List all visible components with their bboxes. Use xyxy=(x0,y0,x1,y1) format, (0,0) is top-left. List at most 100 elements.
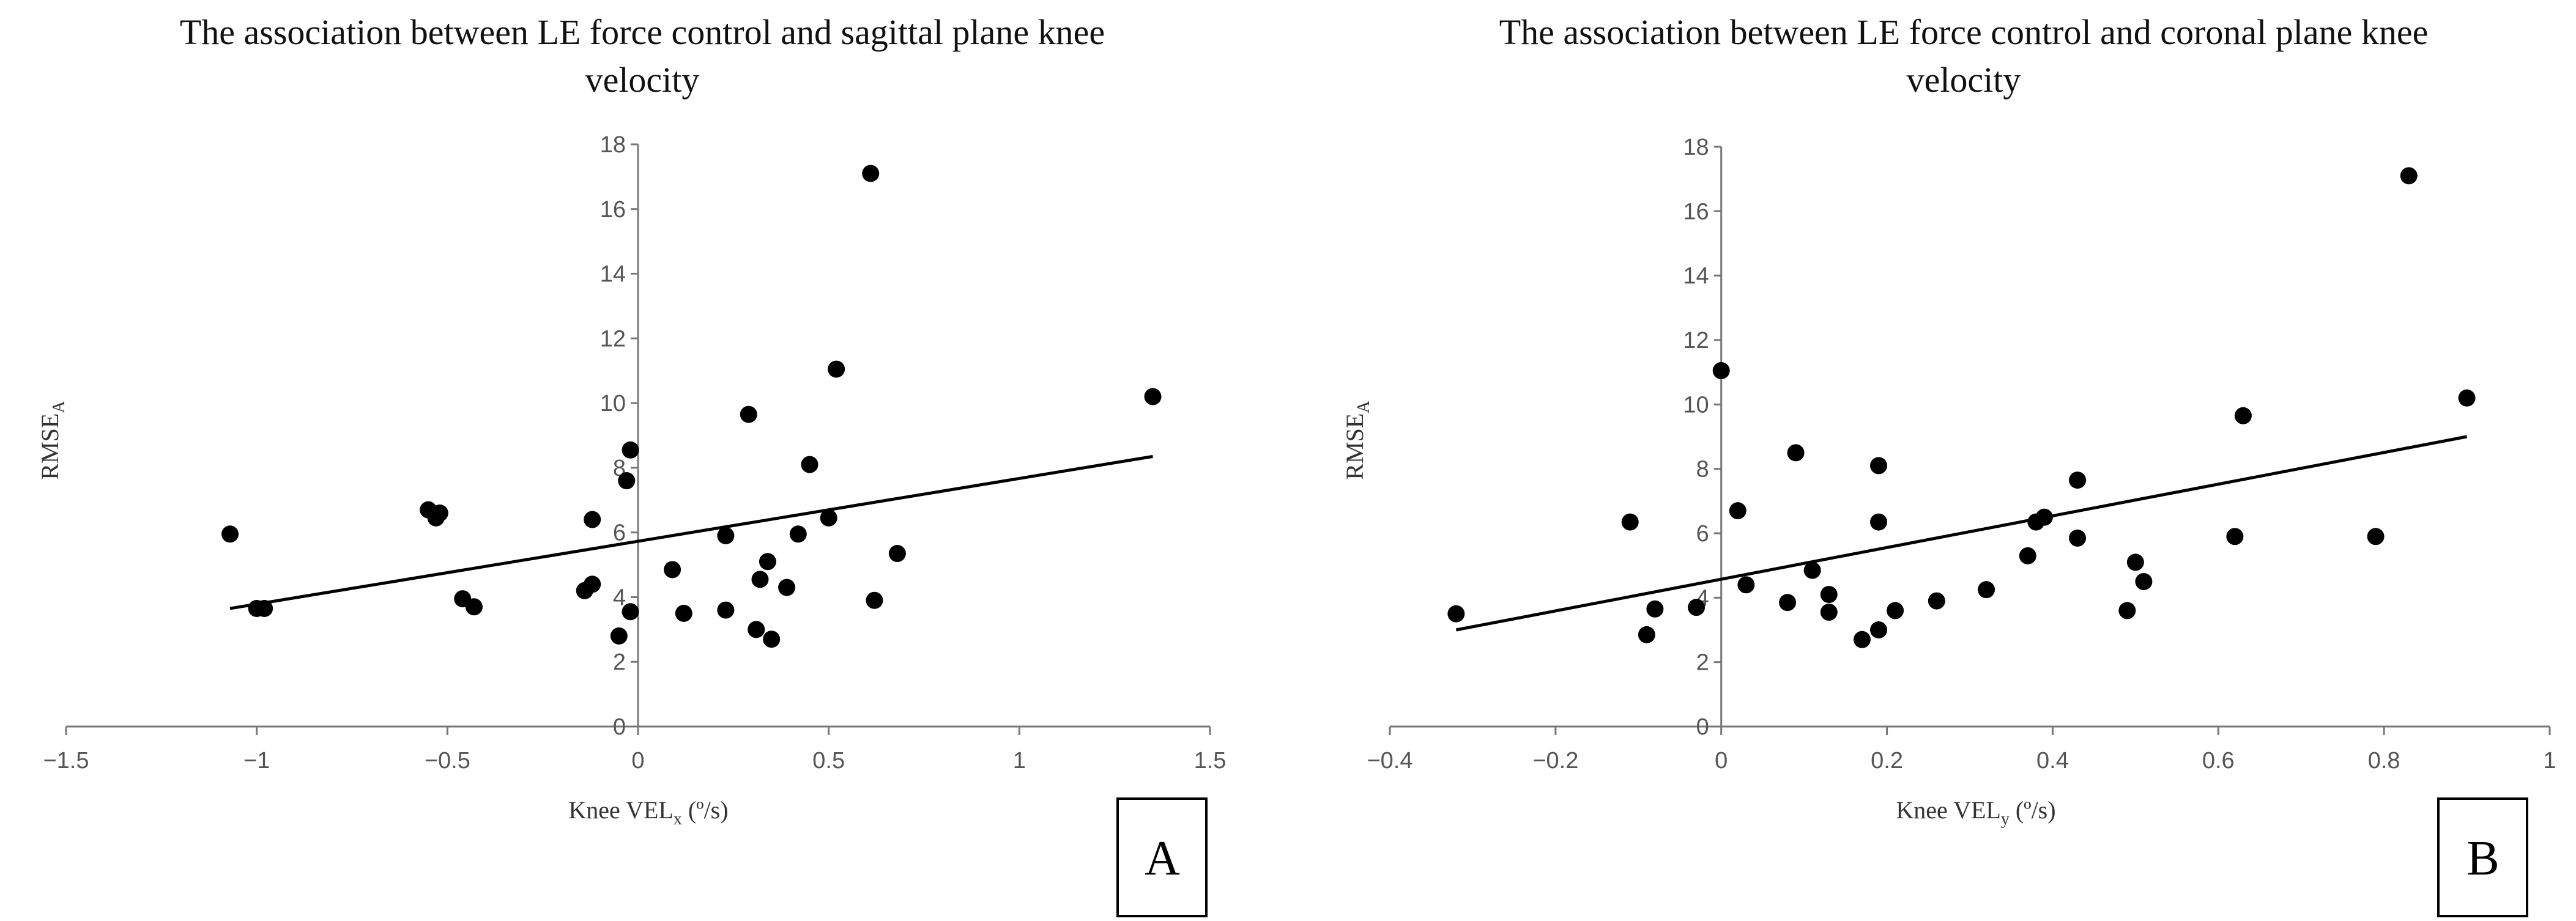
chart-b-data-point xyxy=(1621,513,1639,531)
chart-b-y-tick-label: 8 xyxy=(1696,457,1709,483)
chart-a-y-tick-label: 12 xyxy=(600,326,626,352)
chart-a-x-tick-label: −1 xyxy=(243,748,270,774)
chart-a: The association between LE force control… xyxy=(36,12,1226,917)
chart-a-y-tick-label: 4 xyxy=(613,585,626,610)
chart-a-x-tick-label: −1.5 xyxy=(43,748,89,774)
chart-b-data-point xyxy=(2367,528,2385,546)
chart-a-data-point xyxy=(828,360,845,378)
chart-a-data-point xyxy=(789,525,807,543)
chart-b-title-line-1: The association between LE force control… xyxy=(1499,12,2429,52)
chart-a-data-point xyxy=(584,511,601,528)
chart-a-y-tick-label: 2 xyxy=(613,649,626,675)
chart-b-data-point xyxy=(2069,529,2087,547)
chart-a-x-tick-label: 1.5 xyxy=(1194,748,1227,774)
chart-b-y-tick-label: 6 xyxy=(1696,521,1709,547)
chart-a-y-tick-label: 14 xyxy=(600,262,626,287)
chart-b-title-line-2: velocity xyxy=(1907,60,2021,100)
chart-b-data-point xyxy=(1803,561,1821,579)
chart-b-data-point xyxy=(2069,472,2087,489)
chart-b-data-point xyxy=(1638,626,1655,643)
chart-a-y-tick-label: 0 xyxy=(613,714,626,740)
chart-a-y-tick-label: 16 xyxy=(600,197,626,223)
chart-a-y-tick-label: 10 xyxy=(600,391,626,416)
chart-a-data-point xyxy=(763,631,781,648)
chart-b-x-tick-label: −0.4 xyxy=(1367,748,1412,774)
chart-a-data-point xyxy=(862,165,880,182)
chart-a-panel-label-box xyxy=(1116,797,1208,917)
chart-b-data-point xyxy=(2035,508,2053,526)
chart-b-points xyxy=(1447,167,2476,648)
chart-b-data-point xyxy=(1779,594,1797,612)
chart-b-panel-label: B xyxy=(2467,832,2499,886)
chart-a-data-point xyxy=(748,621,765,638)
chart-b-data-point xyxy=(1928,592,1945,610)
chart-a-data-point xyxy=(622,603,639,621)
chart-a-data-point xyxy=(664,561,681,579)
chart-a-y-tick-label: 6 xyxy=(613,520,626,546)
chart-a-trendline-group xyxy=(229,454,1153,610)
chart-a-data-point xyxy=(759,553,776,571)
chart-b-data-point xyxy=(1870,513,1888,531)
chart-b-data-point xyxy=(2226,528,2244,546)
chart-a-data-point xyxy=(866,591,883,609)
chart-b-y-tick-label: 0 xyxy=(1696,714,1709,740)
chart-a-data-point xyxy=(801,456,818,473)
chart-b: The association between LE force control… xyxy=(1341,12,2556,917)
chart-b-data-point xyxy=(1646,600,1664,618)
chart-b-data-point xyxy=(1820,586,1838,604)
chart-b-data-point xyxy=(1978,581,1995,599)
chart-a-data-point xyxy=(221,525,239,543)
chart-b-x-tick-label: 0.4 xyxy=(2036,748,2069,774)
chart-b-data-point xyxy=(2126,553,2144,571)
chart-b-y-tick-label: 16 xyxy=(1683,199,1709,224)
chart-b-data-point xyxy=(2458,389,2476,407)
chart-b-data-point xyxy=(2118,602,2136,620)
chart-b-panel-label-box xyxy=(2437,797,2528,917)
chart-b-x-tick-label: 0.2 xyxy=(1871,748,1903,774)
chart-b-x-tick-label: 0.6 xyxy=(2202,748,2235,774)
chart-a-y-axis-label: RMSEA xyxy=(36,401,69,480)
chart-b-trendline xyxy=(1455,435,2468,632)
chart-a-data-point xyxy=(717,601,735,619)
chart-b-data-point xyxy=(1737,576,1755,594)
chart-b-data-point xyxy=(1688,599,1706,616)
chart-b-x-tick-label: −0.2 xyxy=(1532,748,1578,774)
chart-b-y-tick-label: 14 xyxy=(1683,264,1709,289)
chart-a-data-point xyxy=(740,405,757,423)
chart-b-data-point xyxy=(1887,602,1904,620)
chart-b-data-point xyxy=(1447,605,1465,623)
chart-a-data-point xyxy=(751,571,769,588)
chart-a-data-point xyxy=(622,441,639,459)
chart-b-data-point xyxy=(1870,621,1888,638)
chart-b-x-tick-label: 1 xyxy=(2543,748,2556,774)
chart-b-data-point xyxy=(2019,547,2036,564)
chart-b-x-tick-label: 0 xyxy=(1715,748,1728,774)
chart-a-data-point xyxy=(717,527,735,544)
chart-b-data-point xyxy=(2400,167,2418,185)
chart-a-data-point xyxy=(431,504,448,522)
chart-a-y-tick-label: 18 xyxy=(600,132,626,158)
chart-a-data-point xyxy=(820,509,837,527)
chart-a-points xyxy=(221,165,1162,648)
chart-b-x-tick-label: 0.8 xyxy=(2368,748,2400,774)
chart-a-data-point xyxy=(465,598,483,616)
chart-a-data-point xyxy=(1144,388,1162,405)
chart-b-data-point xyxy=(1853,631,1871,648)
chart-b-y-axis-label: RMSEA xyxy=(1341,401,1373,480)
chart-a-data-point xyxy=(888,545,906,563)
chart-a-data-point xyxy=(675,604,692,622)
chart-a-data-point xyxy=(618,472,636,490)
chart-b-data-point xyxy=(1787,444,1805,462)
chart-a-x-tick-label: 0 xyxy=(631,748,644,774)
chart-b-data-point xyxy=(1729,502,1746,520)
chart-a-panel-label: A xyxy=(1145,832,1180,886)
chart-b-x-axis-label: Knee VELy (º/s) xyxy=(1896,796,2055,829)
chart-b-data-point xyxy=(1870,457,1888,475)
chart-a-title-line-2: velocity xyxy=(585,60,700,100)
chart-b-data-point xyxy=(1820,604,1838,621)
chart-b-data-point xyxy=(2135,573,2153,590)
chart-a-data-point xyxy=(584,575,601,593)
